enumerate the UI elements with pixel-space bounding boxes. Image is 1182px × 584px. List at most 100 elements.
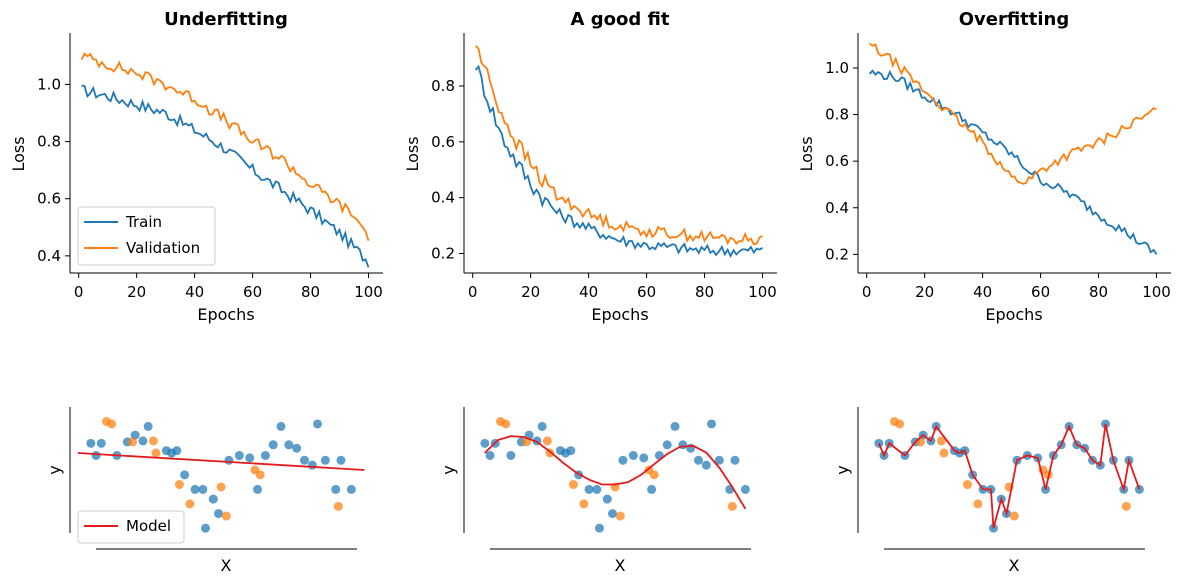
y-tick-label: 1.0 — [37, 75, 61, 93]
scatter-point-orange — [151, 448, 161, 458]
scatter-point-blue — [313, 419, 322, 429]
scatter-point-orange — [895, 419, 905, 429]
scatter-point-orange — [936, 436, 946, 446]
legend-label-train: Train — [125, 213, 162, 231]
scatter-point-blue — [331, 484, 341, 494]
legend-label-model: Model — [126, 517, 171, 535]
series-line-validation — [869, 42, 1157, 185]
xlabel-epochs-2: Epochs — [591, 305, 648, 324]
scatter-point-blue — [200, 523, 210, 533]
scatter-point-orange — [579, 499, 589, 509]
panel-3: 0 20 40 60 80 100 0.2 0.4 0.6 0.8 1.0 — [825, 33, 1171, 301]
x-tick-label: 20 — [127, 283, 146, 301]
scatter-point-orange — [501, 419, 511, 429]
legend-box-model — [77, 510, 185, 544]
scatter-point-blue — [292, 443, 302, 453]
panel-5 — [463, 407, 751, 550]
y-tick-label: 0.4 — [825, 199, 849, 217]
x-tick-label: 0 — [468, 283, 478, 301]
y-tick-label: 0.6 — [431, 133, 455, 151]
ylabel-y-2: y — [439, 465, 458, 474]
scatter-point-blue — [224, 455, 234, 465]
scatter-point-orange — [148, 436, 158, 446]
scatter-point-blue — [740, 484, 750, 494]
series-line-train — [868, 69, 1158, 255]
scatter-point-blue — [86, 438, 96, 448]
scatter-point-blue — [276, 421, 286, 431]
scatter-point-blue — [639, 453, 649, 463]
x-tick-label: 60 — [637, 283, 656, 301]
legend-underfitting: Train Validation — [77, 206, 216, 266]
y-tick-label: 0.8 — [37, 133, 61, 151]
y-tick-label: 0.6 — [37, 190, 61, 208]
scatter-point-orange — [107, 419, 117, 429]
scatter-point-orange — [174, 480, 184, 490]
scatter-point-blue — [253, 484, 263, 494]
x-tick-label: 60 — [243, 283, 262, 301]
x-tick-label: 20 — [521, 283, 540, 301]
scatter-point-blue — [130, 430, 140, 440]
scatter-point-blue — [608, 509, 617, 519]
model-line — [877, 423, 1141, 529]
scatter-point-blue — [190, 484, 200, 494]
scatter-point-blue — [299, 455, 309, 465]
scatter-point-blue — [346, 484, 356, 494]
panel-1: 0 20 40 60 80 100 0.4 0.6 0.8 1.0 — [37, 33, 383, 301]
x-tick-label: 0 — [862, 283, 872, 301]
scatter-point-orange — [333, 501, 343, 511]
legend-label-validation: Validation — [126, 239, 200, 257]
xlabel-x-2: X — [615, 556, 626, 575]
scatter-point-orange — [973, 499, 983, 509]
scatter-point-blue — [172, 446, 182, 456]
scatter-point-blue — [506, 450, 516, 460]
ylabel-loss-1: Loss — [9, 136, 28, 171]
scatter-point-blue — [214, 509, 223, 519]
scatter-point-blue — [260, 450, 270, 460]
scatter-point-orange — [1009, 511, 1019, 521]
x-tick-label: 40 — [185, 283, 204, 301]
x-tick-label: 40 — [579, 283, 598, 301]
scatter-point-orange — [568, 480, 578, 490]
scatter-point-blue — [96, 438, 106, 448]
scatter-point-blue — [714, 455, 724, 465]
y-tick-label: 0.2 — [431, 244, 455, 262]
y-tick-label: 0.8 — [431, 77, 455, 95]
scatter-point-orange — [615, 511, 625, 521]
xlabel-epochs-1: Epochs — [197, 305, 254, 324]
scatter-point-blue — [707, 419, 716, 429]
xlabel-epochs-3: Epochs — [985, 305, 1042, 324]
series-line-train — [81, 84, 370, 268]
legend-model: Model — [77, 510, 185, 544]
ylabel-y-3: y — [833, 465, 852, 474]
scatter-point-blue — [618, 455, 628, 465]
scatter-point-blue — [584, 484, 594, 494]
series-line-train — [474, 64, 763, 259]
scatter-point-blue — [485, 450, 495, 460]
scatter-point-orange — [185, 499, 195, 509]
scatter-point-blue — [208, 494, 218, 504]
scatter-point-blue — [662, 440, 672, 450]
xlabel-x-1: X — [221, 556, 232, 575]
scatter-point-orange — [542, 436, 552, 446]
scatter-point-blue — [307, 460, 317, 470]
scatter-point-blue — [628, 450, 638, 460]
scatter-point-blue — [701, 460, 711, 470]
scatter-point-blue — [693, 455, 703, 465]
scatter-point-blue — [320, 455, 330, 465]
scatter-point-blue — [198, 484, 208, 494]
x-tick-label: 100 — [354, 283, 383, 301]
scatter-point-blue — [592, 484, 602, 494]
scatter-point-blue — [480, 438, 490, 448]
x-tick-label: 80 — [695, 283, 714, 301]
scatter-point-orange — [1121, 501, 1131, 511]
ylabel-y-1: y — [45, 465, 64, 474]
x-tick-label: 100 — [1142, 283, 1171, 301]
x-tick-label: 0 — [74, 283, 84, 301]
ylabel-loss-3: Loss — [797, 136, 816, 171]
x-tick-label: 80 — [301, 283, 320, 301]
scatter-point-blue — [566, 446, 576, 456]
model-line — [484, 435, 747, 510]
panel-4 — [69, 407, 365, 550]
x-tick-label: 40 — [973, 283, 992, 301]
model-line — [77, 452, 365, 471]
